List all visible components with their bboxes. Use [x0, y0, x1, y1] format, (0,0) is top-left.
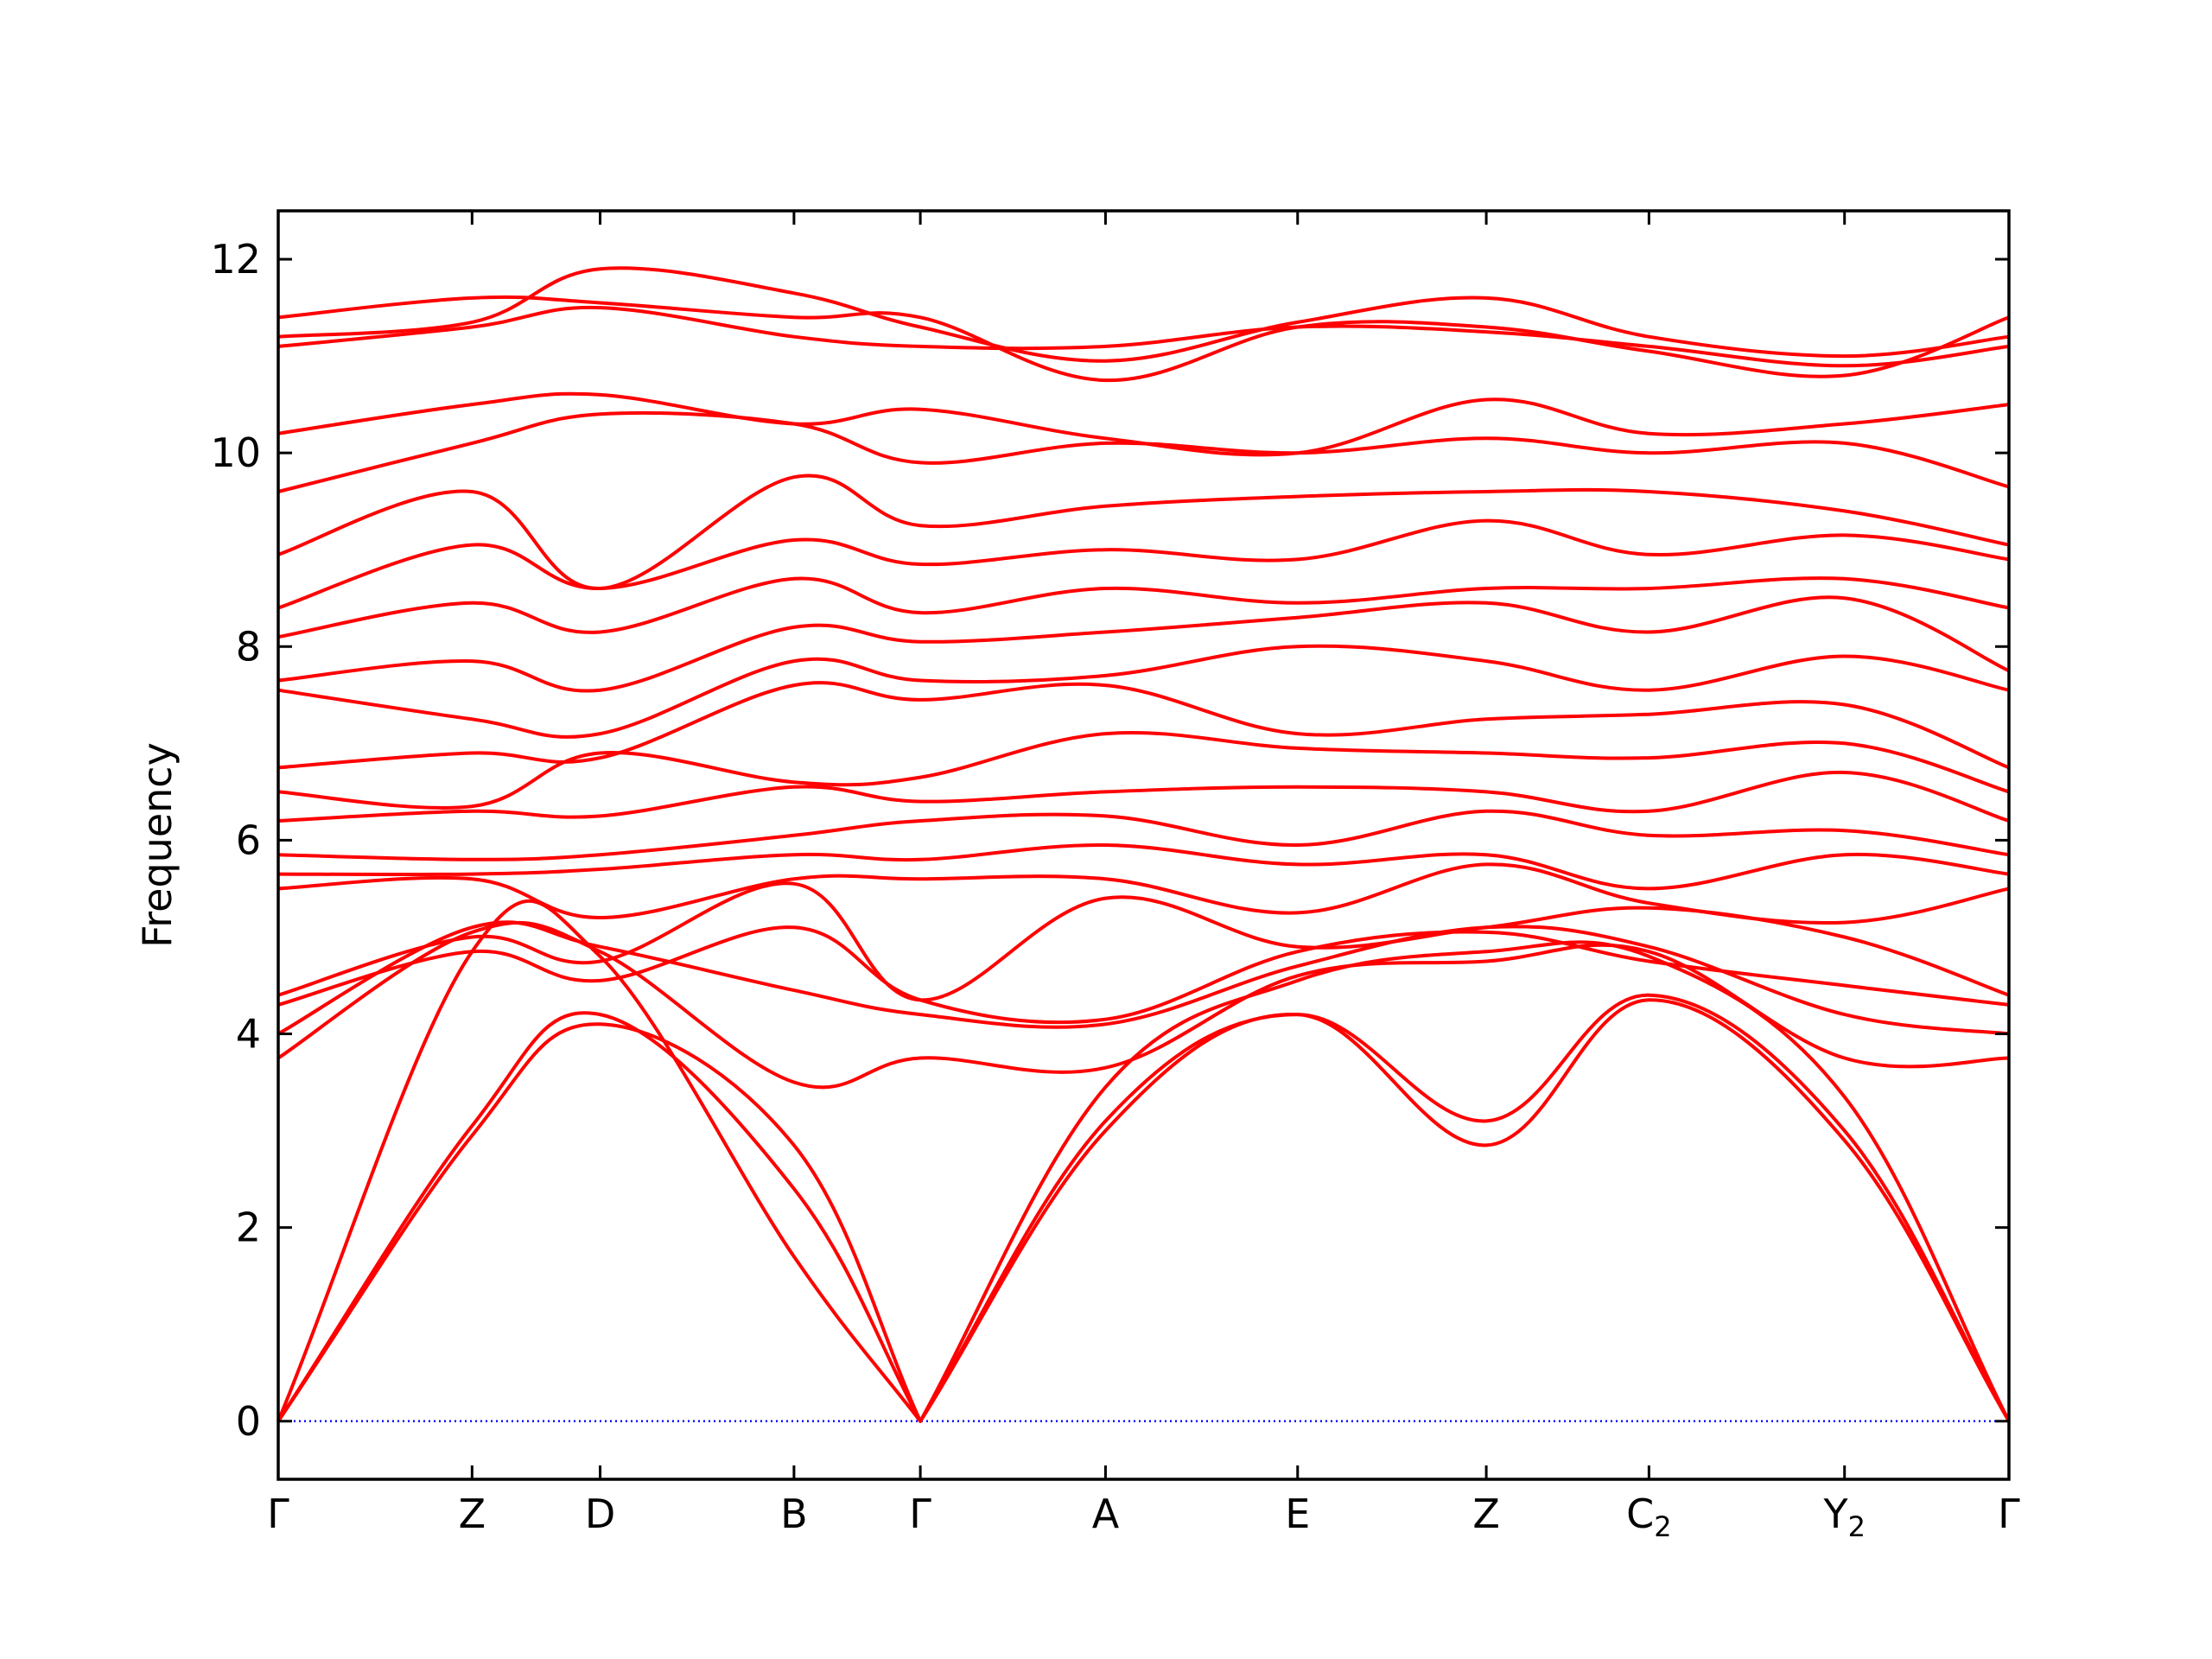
band-line-2: [276, 993, 2011, 1423]
band-line-6: [277, 925, 2010, 1025]
band-line-12: [277, 730, 2010, 810]
band-line-4: [276, 920, 2010, 1090]
band-line-22: [277, 266, 2010, 363]
x-tick-label: B: [780, 1491, 808, 1537]
band-line-1: [276, 998, 2011, 1423]
band-line-19: [277, 410, 2010, 493]
y-tick-label: 4: [236, 1011, 261, 1058]
band-line-13: [277, 681, 2010, 770]
x-tick-label: D: [585, 1491, 615, 1537]
band-line-5: [277, 920, 2010, 1036]
x-tick-label: E: [1285, 1491, 1310, 1537]
band-line-16: [277, 576, 2010, 639]
band-line-8: [277, 862, 2010, 925]
x-tick-label-subscript: 2: [1654, 1510, 1671, 1543]
y-tick-label: 12: [210, 236, 261, 283]
band-line-15: [277, 595, 2010, 693]
x-tick-label: Y2: [1822, 1491, 1865, 1543]
x-tick-label: C2: [1626, 1491, 1671, 1543]
band-line-9: [277, 842, 2010, 891]
band-line-23: [277, 295, 2010, 383]
x-tick-label: Γ: [1998, 1491, 2020, 1537]
x-tick-label: Z: [1472, 1491, 1500, 1537]
x-tick-label-subscript: 2: [1848, 1510, 1866, 1543]
plot-frame: [276, 209, 2011, 1481]
band-line-20: [277, 391, 2010, 457]
y-tick-label: 2: [236, 1205, 261, 1251]
y-axis-ticks: 0 2 4 6 8 10 12: [210, 236, 2009, 1445]
band-line-11: [277, 770, 2010, 823]
x-axis-ticks: Γ Z D B Γ A E Z C2 Y2 Γ: [267, 211, 2020, 1543]
x-tick-label: Γ: [267, 1491, 289, 1537]
x-tick-label: A: [1092, 1491, 1120, 1537]
y-tick-label: 10: [210, 429, 261, 476]
band-line-18: [277, 474, 2010, 591]
x-tick-label: Γ: [909, 1491, 931, 1537]
phonon-bands: [276, 266, 2011, 1423]
y-tick-label: 6: [236, 817, 261, 863]
band-line-10: [277, 809, 2010, 861]
x-tick-label: Z: [459, 1491, 486, 1537]
y-axis-label: Frequency: [134, 742, 181, 948]
y-tick-label: 0: [236, 1398, 261, 1445]
band-line-14: [277, 644, 2010, 739]
y-tick-label: 8: [236, 623, 261, 670]
band-line-17: [277, 518, 2010, 610]
band-line-21: [277, 305, 2010, 368]
band-line-3: [276, 899, 2011, 1423]
